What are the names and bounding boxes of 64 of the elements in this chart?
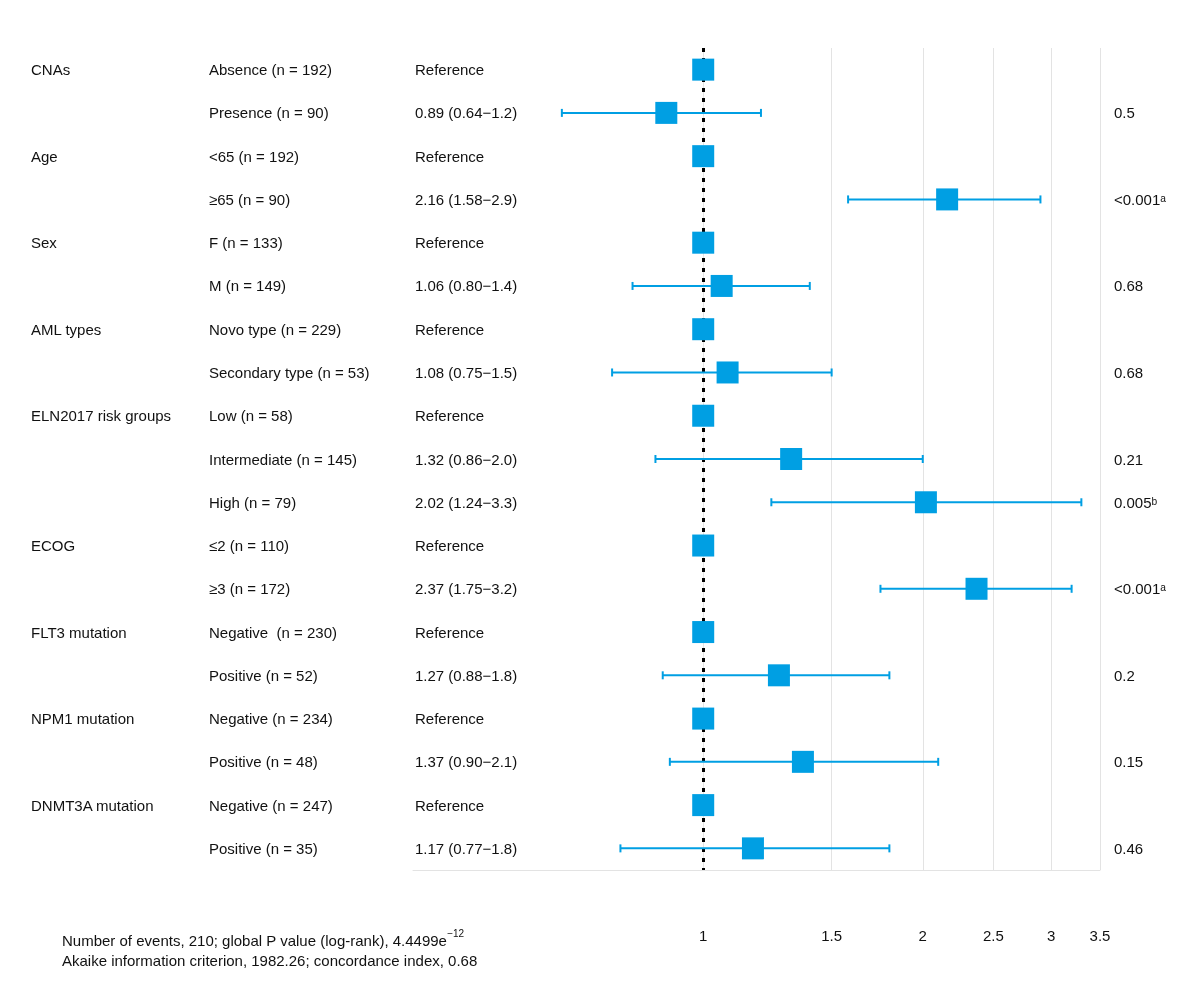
y-tick-label: M (n = 149) [209, 277, 287, 295]
text: Akaike information criterion, 1982.26; concordance index, 0.68 [62, 952, 478, 969]
y-tick-label: F (n = 133) [209, 234, 283, 252]
annotation: Reference [415, 623, 485, 641]
y-tick-label: Positive (n = 48) [209, 753, 318, 771]
y-tick-label: Positive (n = 35) [209, 839, 318, 857]
y2-tick-label: 0.68 [1114, 277, 1144, 295]
y2-tick-label: <0.001ᵃ [1114, 580, 1167, 598]
y-tick-label: Absence (n = 192) [209, 61, 332, 79]
annotation: 1.27 (0.88−1.8) [415, 666, 518, 684]
y2-tick-label: 0.21 [1114, 450, 1144, 468]
y2-tick-label: 0.15 [1114, 753, 1144, 771]
text: Sex [31, 234, 58, 252]
x-tick-label: 3.5 [1089, 927, 1111, 944]
annotation: Reference [415, 234, 485, 252]
y-tick-label: Negative (n = 234) [209, 710, 333, 728]
y-tick-label: Negative (n = 230) [209, 623, 337, 641]
y-tick-label: ≥65 (n = 90) [209, 190, 291, 208]
annotation: Reference [415, 407, 485, 425]
x-tick-label: 2 [918, 927, 927, 944]
annotation: Reference [415, 61, 485, 79]
text: Age [31, 147, 58, 165]
text: ECOG [31, 537, 76, 555]
text: AML types [31, 320, 102, 338]
annotation: 1.06 (0.80−1.4) [415, 277, 518, 295]
annotation: 2.02 (1.24−3.3) [415, 493, 518, 511]
annotation: Reference [415, 796, 485, 814]
annotation: Reference [415, 710, 485, 728]
y2-tick-label: 0.46 [1114, 839, 1144, 857]
text: ELN2017 risk groups [31, 407, 172, 425]
x-tick-label: 1 [699, 927, 708, 944]
text: CNAs [31, 61, 71, 79]
y-tick-label: Presence (n = 90) [209, 104, 329, 122]
y-tick-label: Secondary type (n = 53) [209, 363, 370, 381]
annotation: 2.16 (1.58−2.9) [415, 190, 518, 208]
text: FLT3 mutation [31, 623, 127, 641]
x-tick-label: 1.5 [821, 927, 843, 944]
y2-tick-label: 0.68 [1114, 363, 1144, 381]
y-tick-label: Positive (n = 52) [209, 666, 318, 684]
y-tick-label: <65 (n = 192) [209, 147, 300, 165]
y-tick-label: Novo type (n = 229) [209, 320, 342, 338]
annotation: 0.89 (0.64−1.2) [415, 104, 518, 122]
y-tick-label: High (n = 79) [209, 493, 297, 511]
annotation: Reference [415, 537, 485, 555]
x-tick-label: 3 [1047, 927, 1056, 944]
y2-tick-label: 0.2 [1114, 666, 1135, 684]
y-tick-label: ≤2 (n = 110) [209, 537, 290, 555]
y2-tick-label: 0.005ᵇ [1114, 493, 1158, 511]
y-tick-label: ≥3 (n = 172) [209, 580, 291, 598]
annotation: Reference [415, 147, 485, 165]
x-tick-label: 2.5 [983, 927, 1004, 944]
y2-tick-label: 0.5 [1114, 104, 1135, 122]
y-tick-label: Low (n = 58) [209, 407, 293, 425]
annotation: 1.17 (0.77−1.8) [415, 839, 518, 857]
y2-tick-label: <0.001ᵃ [1114, 190, 1167, 208]
text: NPM1 mutation [31, 710, 135, 728]
annotation: 1.08 (0.75−1.5) [415, 363, 518, 381]
annotation: 1.37 (0.90−2.1) [415, 753, 518, 771]
y-tick-label: Intermediate (n = 145) [209, 450, 358, 468]
annotation: 2.37 (1.75−3.2) [415, 580, 518, 598]
text: DNMT3A mutation [31, 796, 154, 814]
y-tick-label: Negative (n = 247) [209, 796, 333, 814]
annotation: Reference [415, 320, 485, 338]
annotation: 1.32 (0.86−2.0) [415, 450, 518, 468]
